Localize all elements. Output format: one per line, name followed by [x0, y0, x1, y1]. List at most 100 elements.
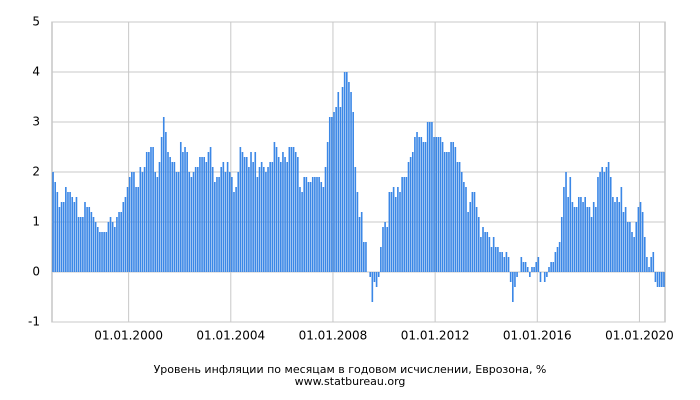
bar: [550, 262, 552, 272]
bar: [324, 167, 327, 272]
bar: [618, 202, 621, 272]
bar: [539, 272, 542, 282]
bar: [318, 177, 320, 272]
bar: [411, 152, 414, 272]
bar: [386, 227, 389, 272]
bar: [139, 167, 142, 272]
bar: [497, 247, 499, 272]
bar: [65, 187, 67, 272]
bar: [399, 192, 401, 272]
bar: [77, 217, 80, 272]
bar: [167, 152, 169, 272]
bar: [375, 272, 378, 287]
bar: [646, 257, 648, 272]
bar: [273, 142, 276, 272]
bar: [280, 162, 282, 272]
bar: [473, 192, 476, 272]
bar: [282, 152, 284, 272]
bar: [188, 172, 191, 272]
bar: [584, 197, 586, 272]
bar: [569, 177, 572, 272]
bar: [612, 197, 614, 272]
bar: [337, 92, 340, 272]
bar: [184, 147, 186, 272]
bar: [546, 272, 548, 277]
bar: [120, 212, 122, 272]
bar: [348, 82, 350, 272]
bar: [148, 152, 150, 272]
bar: [269, 162, 271, 272]
bar: [467, 212, 469, 272]
bar: [582, 202, 584, 272]
bar: [154, 172, 157, 272]
bar: [205, 162, 208, 272]
bar: [194, 167, 197, 272]
bar: [235, 187, 237, 272]
bar: [660, 272, 663, 287]
bar: [658, 272, 661, 287]
bar: [143, 167, 146, 272]
bar: [303, 177, 306, 272]
bar: [614, 202, 616, 272]
bar: [548, 267, 550, 272]
bar: [601, 167, 604, 272]
y-tick-label: 2: [32, 165, 40, 179]
y-tick-label: 5: [32, 15, 40, 29]
bar: [403, 177, 406, 272]
bar: [220, 167, 223, 272]
bar: [99, 232, 101, 272]
bar: [397, 187, 399, 272]
bar: [177, 172, 180, 272]
y-tick-label: 0: [32, 265, 40, 279]
bar: [624, 207, 627, 272]
bar: [265, 172, 267, 272]
bar: [409, 157, 412, 272]
bar: [190, 177, 193, 272]
bar: [418, 137, 420, 272]
bar: [363, 242, 365, 272]
x-tick-label: 01.01.2004: [196, 329, 265, 343]
bar: [96, 227, 99, 272]
bar: [186, 152, 188, 272]
bar: [360, 212, 363, 272]
bar: [448, 152, 450, 272]
bar: [597, 177, 599, 272]
bar: [218, 177, 220, 272]
bar: [160, 137, 163, 272]
bar: [414, 137, 416, 272]
bar: [309, 182, 312, 272]
bar: [233, 192, 235, 272]
bar: [326, 142, 329, 272]
bar: [277, 157, 280, 272]
bar: [626, 222, 629, 272]
bar: [209, 147, 212, 272]
bar: [328, 117, 331, 272]
bar: [352, 112, 354, 272]
bar: [603, 172, 606, 272]
bar: [490, 247, 493, 272]
bar: [165, 132, 167, 272]
bar: [401, 177, 403, 272]
bar: [286, 162, 289, 272]
bar: [654, 272, 657, 282]
bar: [426, 122, 429, 272]
bar: [284, 157, 286, 272]
bar: [248, 167, 250, 272]
bar: [294, 152, 297, 272]
bar: [595, 207, 597, 272]
bar: [288, 147, 291, 272]
bar: [469, 202, 472, 272]
bar: [622, 212, 625, 272]
bar: [107, 222, 110, 272]
bar: [560, 217, 563, 272]
bar: [171, 162, 174, 272]
bar: [301, 192, 303, 272]
bar: [299, 187, 301, 272]
bar: [307, 182, 310, 272]
bar: [501, 252, 503, 272]
bar: [245, 157, 248, 272]
bar: [365, 242, 367, 272]
bar: [135, 187, 137, 272]
bar: [480, 237, 482, 272]
bar: [345, 72, 348, 272]
